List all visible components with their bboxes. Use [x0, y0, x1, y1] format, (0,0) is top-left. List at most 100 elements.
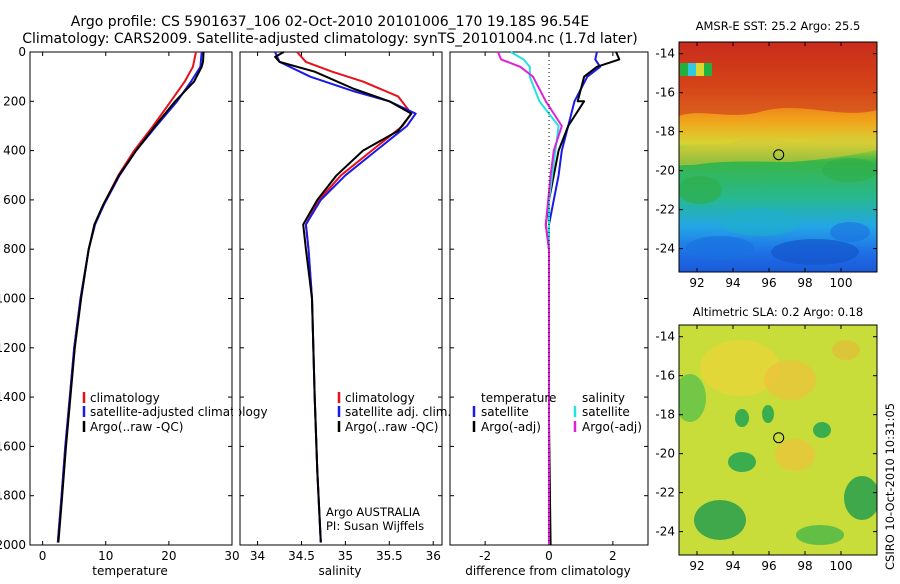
temperature-legend-clip — [233, 395, 239, 435]
map-ytick-label: -22 — [655, 486, 675, 500]
map-xtick-label: 96 — [761, 559, 776, 573]
depth-tick-label: 600 — [3, 193, 26, 207]
salinity-panel-frame — [239, 51, 443, 546]
argo-program-annotation: Argo AUSTRALIA — [326, 505, 420, 519]
sst-blue-patch — [686, 236, 754, 260]
sst-land-mask — [688, 63, 696, 76]
depth-tick-label: 1000 — [0, 292, 26, 306]
series-line-argo-raw-qc- — [57, 51, 205, 543]
figure-title-line1: Argo profile: CS 5901637_106 02-Oct-2010… — [71, 14, 589, 30]
depth-tick-label: 800 — [3, 242, 26, 256]
sst-map-title: AMSR-E SST: 25.2 Argo: 25.5 — [696, 19, 861, 33]
series-line-salinity-argo-adj- — [496, 51, 563, 545]
map-ytick-label: -20 — [655, 164, 675, 178]
salinity-xtick-label: 34.5 — [288, 549, 315, 563]
temperature-panel-frame — [29, 51, 233, 546]
salinity-xlabel: salinity — [318, 564, 361, 578]
difference-from-climatology-xtick-label: -2 — [479, 549, 491, 563]
depth-tick-label: 400 — [3, 144, 26, 158]
map-xtick-label: 92 — [689, 559, 704, 573]
map-ytick-label: -16 — [655, 369, 675, 383]
map-ytick-label: -24 — [655, 242, 675, 256]
series-line-salinity-satellite — [510, 51, 560, 545]
figure-title-line2: Climatology: CARS2009. Satellite-adjuste… — [22, 31, 637, 47]
depth-tick-label: 1800 — [0, 489, 26, 503]
sla-low-patch — [762, 405, 774, 423]
sst-map-image — [679, 42, 877, 272]
difference-legend: temperature satellite Argo(-adj) salinit… — [472, 391, 642, 434]
series-line-climatology — [56, 51, 197, 543]
map-ytick-label: -14 — [655, 330, 675, 344]
salinity-legend: climatology satellite adj. clim. Argo(..… — [337, 391, 451, 434]
sst-land-mask — [704, 63, 712, 76]
temperature-xtick-label: 30 — [224, 549, 239, 563]
credit-timestamp: CSIRO 10-Oct-2010 10:31:05 — [883, 403, 897, 570]
depth-tick-label: 200 — [3, 94, 26, 108]
sla-low-patch — [844, 476, 877, 520]
sla-low-patch — [728, 452, 756, 472]
map-xtick-label: 94 — [725, 559, 740, 573]
sla-map-axes: 92 94 96 98 100 -14 -16 -18 -20 -22 -24 — [655, 325, 877, 573]
legend-label-temp-satellite: satellite — [481, 405, 529, 419]
temperature-xtick-label: 20 — [161, 549, 176, 563]
legend-label-climatology: climatology — [345, 391, 415, 405]
legend-label-temp-argo: Argo(-adj) — [481, 420, 541, 434]
sst-blue-patch — [771, 239, 859, 265]
depth-axis: 0 200 400 600 800 1000 1200 1400 1600 1800 2000 — [0, 45, 648, 552]
sst-map-frame — [678, 41, 878, 273]
legend-label-satellite: satellite adj. clim. — [345, 405, 451, 419]
map-ytick-label: -18 — [655, 125, 675, 139]
map-xtick-label: 98 — [797, 276, 812, 290]
series-line-satellite-adjusted-climatology — [56, 51, 203, 543]
salinity-xtick-label: 36 — [426, 549, 441, 563]
legend-header-temperature: temperature — [481, 391, 556, 405]
salinity-xtick-label: 35 — [338, 549, 353, 563]
series-line-temperature-satellite — [548, 51, 602, 545]
difference-from-climatology-xtick-label: 0 — [545, 549, 553, 563]
legend-label-satellite: satellite-adjusted climatology — [90, 405, 268, 419]
temperature-xtick-label: 10 — [98, 549, 113, 563]
depth-tick-label: 2000 — [0, 538, 26, 552]
series-line-satellite-adj-clim- — [274, 51, 417, 543]
map-ytick-label: -22 — [655, 203, 675, 217]
map-xtick-label: 98 — [797, 559, 812, 573]
sla-low-patch — [694, 500, 746, 540]
temperature-legend: climatology satellite-adjusted climatolo… — [82, 391, 268, 434]
sla-map-image — [679, 325, 877, 555]
series-line-climatology — [296, 51, 413, 543]
map-xtick-label: 100 — [830, 276, 853, 290]
sla-low-patch — [735, 409, 749, 427]
pi-annotation: PI: Susan Wijffels — [326, 519, 424, 533]
sst-green-patch — [822, 158, 877, 182]
legend-header-salinity: salinity — [582, 391, 625, 405]
sla-high-patch — [700, 340, 780, 396]
map-xtick-label: 92 — [689, 276, 704, 290]
sla-map-title: Altimetric SLA: 0.2 Argo: 0.18 — [693, 305, 863, 319]
salinity-xtick-label: 35.5 — [376, 549, 403, 563]
sst-land-mask — [680, 63, 688, 76]
difference-xlabel: difference from climatology — [465, 564, 631, 578]
series-line-temperature-argo-adj- — [544, 51, 621, 546]
map-xtick-label: 100 — [830, 559, 853, 573]
map-ytick-label: -24 — [655, 525, 675, 539]
depth-tick-label: 1600 — [0, 439, 26, 453]
map-xtick-label: 96 — [761, 276, 776, 290]
sla-low-patch — [796, 525, 844, 545]
sla-high-patch — [764, 360, 816, 400]
sst-cyan-patch — [720, 208, 800, 236]
depth-tick-label: 0 — [18, 45, 26, 59]
sst-map-axes: 92 94 96 98 100 -14 -16 -18 -20 -22 -24 — [655, 42, 877, 290]
salinity-xtick-label: 34 — [250, 549, 265, 563]
sst-green-patch — [679, 176, 722, 204]
difference-from-climatology-xtick-label: 2 — [609, 549, 617, 563]
sla-argo-location-marker — [773, 432, 785, 444]
temperature-xtick-label: 0 — [39, 549, 47, 563]
sla-low-patch — [679, 374, 706, 422]
legend-label-climatology: climatology — [90, 391, 160, 405]
sla-low-patch — [813, 422, 831, 438]
depth-tick-label: 1200 — [0, 341, 26, 355]
sla-map-frame — [678, 324, 878, 556]
sla-high-patch — [832, 340, 860, 360]
temperature-xlabel: temperature — [92, 564, 167, 578]
